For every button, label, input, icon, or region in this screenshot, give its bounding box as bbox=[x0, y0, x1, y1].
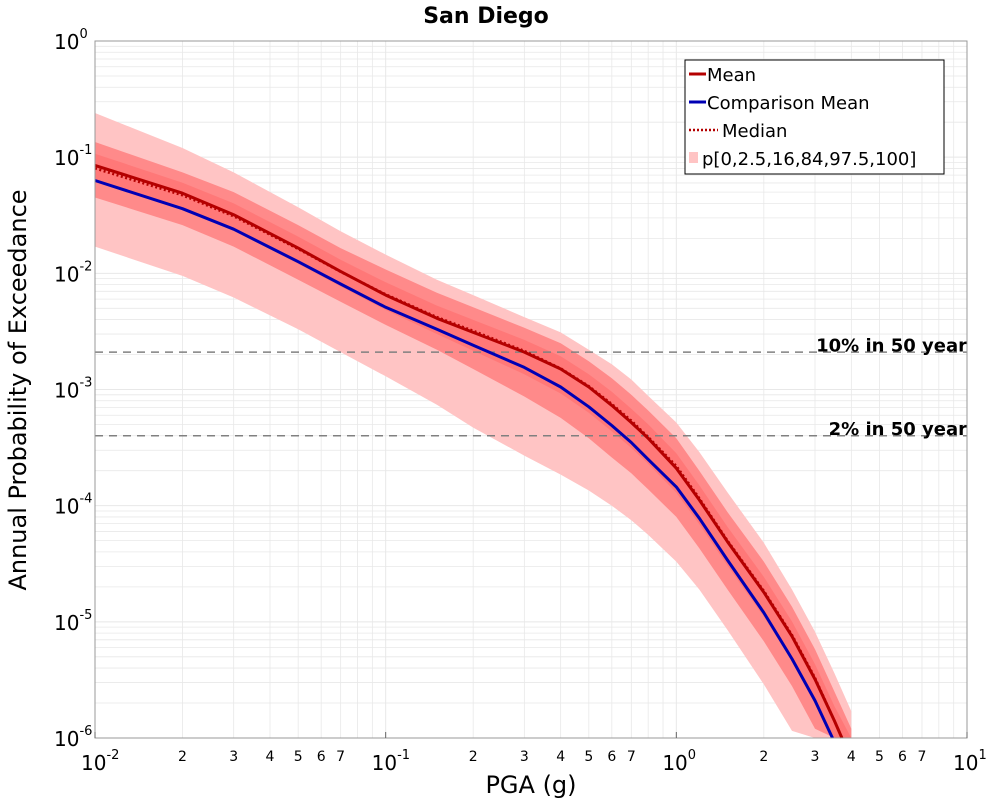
x-minor-tick-label: 2 bbox=[178, 749, 187, 765]
x-minor-tick-label: 6 bbox=[607, 749, 616, 765]
y-tick-label: 100 bbox=[54, 27, 88, 54]
legend-label: Mean bbox=[707, 65, 756, 86]
x-tick-label: 100 bbox=[662, 748, 696, 775]
x-minor-tick-label: 4 bbox=[266, 749, 275, 765]
y-axis-label: Annual Probability of Exceedance bbox=[4, 189, 32, 590]
x-minor-tick-label: 5 bbox=[584, 749, 593, 765]
y-tick-label: 10-4 bbox=[54, 492, 92, 519]
x-minor-tick-label: 3 bbox=[229, 749, 238, 765]
chart-title: San Diego bbox=[423, 4, 549, 29]
legend: Mean Comparison Mean Median p[0,2.5,16,84,9… bbox=[684, 59, 945, 175]
series-median bbox=[94, 167, 844, 739]
percentile-bands bbox=[95, 113, 852, 738]
x-minor-tick-label: 7 bbox=[627, 749, 636, 765]
y-tick-label: 10-1 bbox=[54, 143, 92, 170]
y-tick-label: 10-6 bbox=[54, 724, 92, 751]
reference-line-label: 10% in 50 year bbox=[816, 336, 967, 357]
x-minor-tick-label: 6 bbox=[898, 749, 907, 765]
series-mean bbox=[94, 163, 844, 739]
y-axis-ticks: 100 10-1 10-2 10-3 10-4 10-5 10-6 bbox=[54, 27, 92, 751]
x-tick-label: 10-2 bbox=[81, 748, 119, 775]
x-minor-tick-label: 5 bbox=[294, 749, 303, 765]
legend-label: Comparison Mean bbox=[707, 93, 870, 114]
y-tick-label: 10-2 bbox=[54, 259, 92, 286]
x-minor-tick-label: 3 bbox=[520, 749, 529, 765]
y-tick-label: 10-3 bbox=[54, 376, 92, 403]
series-comparison-mean bbox=[94, 179, 834, 739]
plot-frame bbox=[94, 40, 968, 739]
reference-lines: 10% in 50 year 2% in 50 year bbox=[95, 336, 967, 440]
x-minor-tick-label: 3 bbox=[811, 749, 820, 765]
x-minor-tick-label: 5 bbox=[875, 749, 884, 765]
y-tick-label: 10-5 bbox=[54, 608, 92, 635]
legend-label: Median bbox=[722, 121, 787, 142]
x-tick-label: 10-1 bbox=[372, 748, 410, 775]
reference-line-label: 2% in 50 year bbox=[829, 419, 967, 440]
x-minor-tick-label: 6 bbox=[317, 749, 326, 765]
legend-label: p[0,2.5,16,84,97.5,100] bbox=[702, 149, 916, 170]
x-minor-tick-label: 7 bbox=[918, 749, 927, 765]
x-minor-tick-label: 4 bbox=[847, 749, 856, 765]
x-axis-label: PGA (g) bbox=[485, 771, 576, 799]
legend-swatch bbox=[689, 152, 698, 163]
x-minor-tick-label: 2 bbox=[469, 749, 478, 765]
x-minor-tick-label: 2 bbox=[759, 749, 768, 765]
x-minor-tick-label: 4 bbox=[556, 749, 565, 765]
series-lines bbox=[94, 163, 844, 739]
legend-box bbox=[684, 59, 945, 175]
x-minor-tick-label: 7 bbox=[336, 749, 345, 765]
x-tick-label: 101 bbox=[953, 748, 987, 775]
